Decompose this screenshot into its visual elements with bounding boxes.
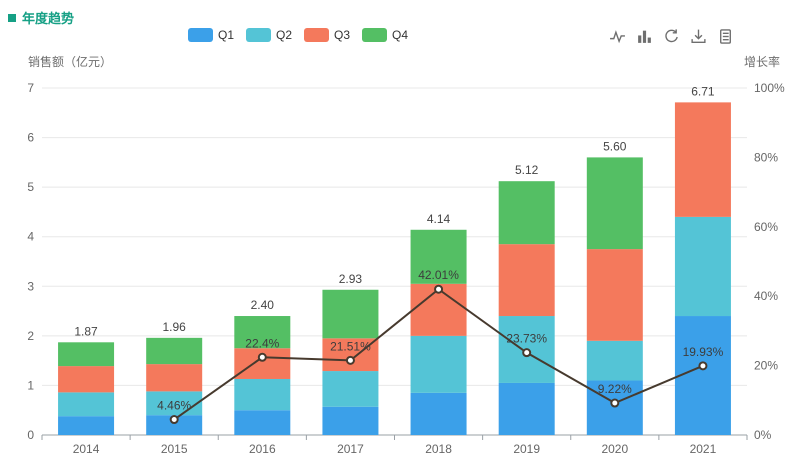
bar-segment-q4-2019[interactable] <box>498 181 555 245</box>
bar-total-label: 5.12 <box>515 163 539 177</box>
bar-segment-q4-2017[interactable] <box>322 289 379 339</box>
growth-line-point-2016[interactable] <box>257 352 267 362</box>
bar-segment-q3-2021[interactable] <box>674 102 731 217</box>
growth-line-point-2015[interactable] <box>169 415 179 425</box>
bar-segment-q2-2014[interactable] <box>58 392 115 417</box>
y2-tick-label: 60% <box>754 220 778 234</box>
bar-segment-q1-2015[interactable] <box>146 415 203 435</box>
legend-swatch-q1 <box>188 28 213 42</box>
bar-segment-q1-2018[interactable] <box>410 392 467 435</box>
growth-rate-label: 23.73% <box>506 332 547 346</box>
growth-line-point-2020[interactable] <box>610 398 620 408</box>
bar-segment-q3-2020[interactable] <box>586 249 643 341</box>
bar-segment-q1-2019[interactable] <box>498 382 555 435</box>
bar-segment-q1-2021[interactable] <box>674 316 731 435</box>
bar-segment-q2-2017[interactable] <box>322 371 379 407</box>
download-icon[interactable] <box>690 28 707 45</box>
bar-segment-q1-2016[interactable] <box>234 410 291 435</box>
bar-segment-q4-2020[interactable] <box>586 157 643 250</box>
y2-tick-label: 100% <box>754 81 785 95</box>
y-tick-label: 0 <box>27 428 34 442</box>
x-tick-label: 2018 <box>425 442 452 456</box>
x-tick-label: 2017 <box>337 442 364 456</box>
bar-total-label: 4.14 <box>427 212 451 226</box>
bar-segment-q2-2021[interactable] <box>674 216 731 317</box>
y2-tick-label: 20% <box>754 359 778 373</box>
growth-rate-label: 9.22% <box>598 382 632 396</box>
legend-swatch-q4 <box>362 28 388 42</box>
x-tick-label: 2014 <box>73 442 100 456</box>
bar-segment-q1-2017[interactable] <box>322 406 379 435</box>
legend-item-q2[interactable]: Q2 <box>246 28 292 42</box>
growth-rate-label: 22.4% <box>245 336 279 350</box>
bar-segment-q2-2018[interactable] <box>410 335 467 393</box>
growth-rate-label: 19.93% <box>683 345 724 359</box>
y2-tick-label: 80% <box>754 150 778 164</box>
y2-tick-label: 0% <box>754 428 772 442</box>
x-tick-label: 2021 <box>690 442 717 456</box>
y-tick-label: 3 <box>27 279 34 293</box>
growth-line-point-2018[interactable] <box>434 284 444 294</box>
bar-total-label: 2.93 <box>339 272 363 286</box>
growth-rate-label: 4.46% <box>157 399 191 413</box>
x-tick-label: 2015 <box>161 442 188 456</box>
x-tick-label: 2016 <box>249 442 276 456</box>
bar-total-label: 6.71 <box>691 84 715 98</box>
y-tick-label: 2 <box>27 329 34 343</box>
chart-title: 年度趋势 <box>8 8 74 27</box>
bar-total-label: 2.40 <box>251 298 275 312</box>
y-axis-name: 销售额（亿元） <box>28 55 113 69</box>
bar-segment-q3-2014[interactable] <box>58 366 115 393</box>
y-tick-label: 4 <box>27 230 34 244</box>
bar-segment-q2-2020[interactable] <box>586 340 643 381</box>
legend-item-q3[interactable]: Q3 <box>304 28 350 42</box>
title-bullet-icon <box>8 13 16 22</box>
bar-segment-q4-2014[interactable] <box>58 342 115 367</box>
chart-legend: Q1 Q2 Q3 Q4 <box>188 28 408 42</box>
line-chart-icon[interactable] <box>609 28 626 45</box>
x-tick-label: 2019 <box>513 442 540 456</box>
legend-swatch-q3 <box>304 28 330 42</box>
y-tick-label: 5 <box>27 180 34 194</box>
bar-segment-q2-2016[interactable] <box>234 378 291 411</box>
y2-axis-name: 增长率 <box>743 55 780 69</box>
y-tick-label: 7 <box>27 81 34 95</box>
y2-tick-label: 40% <box>754 289 778 303</box>
bar-segment-q1-2014[interactable] <box>58 416 115 435</box>
growth-line-point-2017[interactable] <box>345 355 355 365</box>
bar-total-label: 1.87 <box>74 324 98 338</box>
legend-label-q4: Q4 <box>392 28 409 42</box>
bar-chart-icon[interactable] <box>636 28 653 45</box>
bar-segment-q3-2015[interactable] <box>146 364 203 392</box>
legend-item-q4[interactable]: Q4 <box>362 28 408 42</box>
bar-segment-q4-2016[interactable] <box>234 316 291 349</box>
y-tick-label: 1 <box>27 378 34 392</box>
x-tick-label: 2020 <box>601 442 628 456</box>
chart-toolbox <box>609 28 734 45</box>
legend-label-q3: Q3 <box>334 28 351 42</box>
legend-swatch-q2 <box>246 28 272 42</box>
restore-icon[interactable] <box>663 28 680 45</box>
data-view-icon[interactable] <box>717 28 734 45</box>
y-tick-label: 6 <box>27 131 34 145</box>
growth-line-point-2019[interactable] <box>522 348 532 358</box>
bar-segment-q3-2019[interactable] <box>498 244 555 317</box>
legend-label-q2: Q2 <box>276 28 293 42</box>
growth-rate-label: 42.01% <box>418 268 459 282</box>
chart-title-text: 年度趋势 <box>22 11 75 26</box>
growth-rate-label: 21.51% <box>330 339 371 353</box>
bar-total-label: 5.60 <box>603 139 627 153</box>
growth-line-point-2021[interactable] <box>698 361 708 371</box>
legend-item-q1[interactable]: Q1 <box>188 28 234 42</box>
bar-total-label: 1.96 <box>163 320 187 334</box>
legend-label-q1: Q1 <box>218 28 235 42</box>
bar-segment-q3-2017[interactable] <box>322 338 379 372</box>
bar-segment-q4-2018[interactable] <box>410 229 467 284</box>
bar-segment-q4-2015[interactable] <box>146 337 203 365</box>
bar-segment-q1-2020[interactable] <box>586 380 643 435</box>
